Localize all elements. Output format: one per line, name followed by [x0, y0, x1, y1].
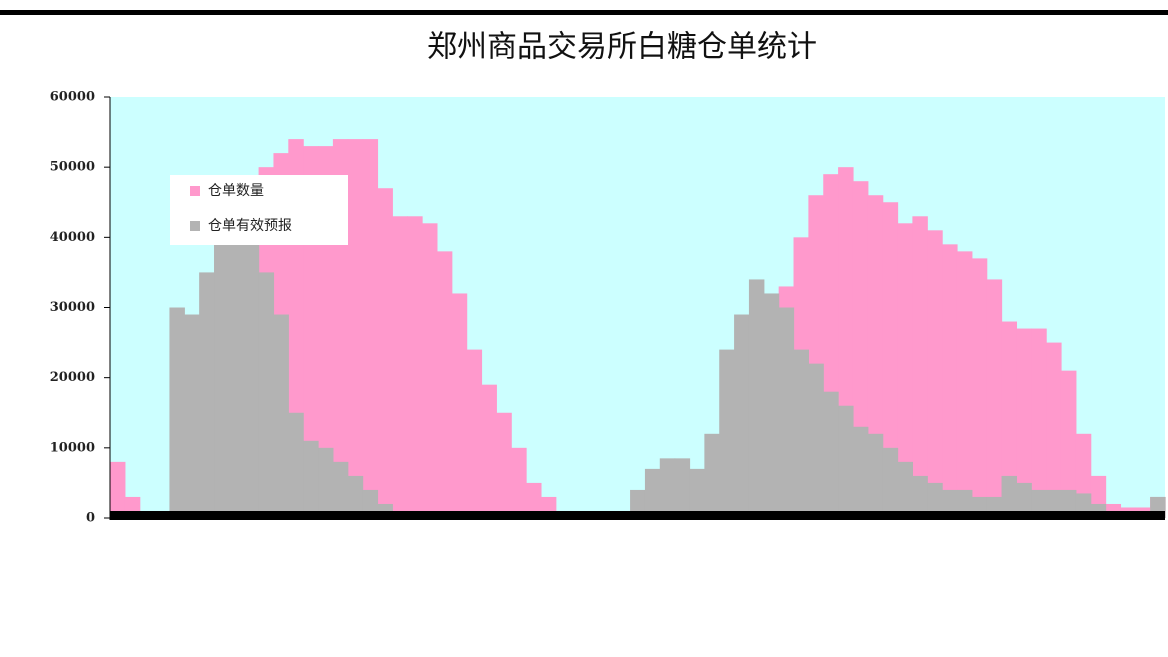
bar [971, 258, 988, 518]
legend-swatch [190, 221, 200, 231]
bar [897, 461, 913, 518]
bar [332, 461, 349, 518]
bar [511, 447, 527, 518]
bar [674, 458, 691, 518]
y-tick-label: 50000 [50, 160, 95, 175]
legend-label: 仓单有效预报 [208, 218, 292, 234]
bar [927, 482, 943, 518]
bar [526, 482, 542, 518]
bar [1046, 489, 1062, 518]
bar [852, 426, 869, 518]
bar [1060, 370, 1077, 518]
bar [956, 489, 973, 518]
bar [882, 202, 899, 518]
y-tick-label: 30000 [50, 300, 95, 315]
bar [867, 433, 884, 518]
bar [748, 279, 765, 518]
bar [704, 433, 720, 518]
bar [912, 475, 928, 518]
bar [214, 237, 230, 519]
bar [451, 293, 468, 518]
x-axis-band [110, 511, 1165, 520]
bar [288, 412, 304, 518]
bar [481, 384, 497, 518]
bar [303, 440, 319, 518]
bar [407, 216, 423, 519]
bar [1016, 482, 1032, 518]
bar [838, 405, 854, 518]
bar [1031, 489, 1047, 518]
bar [808, 363, 824, 518]
bar [942, 244, 958, 518]
bar [956, 251, 973, 518]
bar [630, 489, 646, 518]
bar [362, 139, 379, 518]
bar [927, 230, 943, 519]
bar [318, 447, 334, 518]
bar [347, 139, 364, 518]
y-tick-label: 10000 [50, 440, 95, 455]
bar [199, 272, 215, 518]
bar [882, 447, 899, 518]
bar [496, 412, 512, 518]
bar [110, 461, 126, 518]
y-tick-label: 40000 [50, 230, 95, 245]
bar [362, 489, 379, 518]
bar [466, 349, 483, 518]
bar [823, 391, 839, 518]
y-tick-label: 20000 [50, 370, 95, 385]
bar [258, 272, 275, 518]
bar [897, 223, 913, 519]
bar [422, 223, 438, 519]
bar [273, 314, 289, 518]
bar [778, 307, 795, 518]
bar [763, 293, 780, 518]
bar [228, 223, 245, 519]
bar [1001, 475, 1018, 518]
y-tick-label: 0 [86, 511, 95, 526]
bar [942, 489, 958, 518]
bar [169, 307, 185, 518]
y-tick-label: 60000 [50, 90, 95, 105]
chart-title: 郑州商品交易所白糖仓单统计 [427, 30, 817, 65]
top-rule [0, 10, 1168, 15]
bar [689, 468, 705, 518]
bar [793, 349, 809, 518]
bar [377, 188, 393, 518]
bar [184, 314, 200, 518]
bar [1001, 321, 1018, 518]
bar [719, 349, 735, 518]
bar [1016, 328, 1032, 518]
legend-label: 仓单数量 [208, 183, 264, 199]
bar [436, 251, 453, 518]
legend-swatch [190, 186, 200, 196]
bar [734, 314, 750, 518]
bar [912, 216, 928, 519]
bar [1060, 489, 1077, 518]
bar [1046, 342, 1062, 518]
bar [1031, 328, 1047, 518]
bar [659, 458, 676, 518]
bar [347, 475, 364, 518]
bar [243, 237, 260, 519]
bar [986, 279, 1003, 518]
bar [392, 216, 408, 519]
bar [644, 468, 661, 518]
